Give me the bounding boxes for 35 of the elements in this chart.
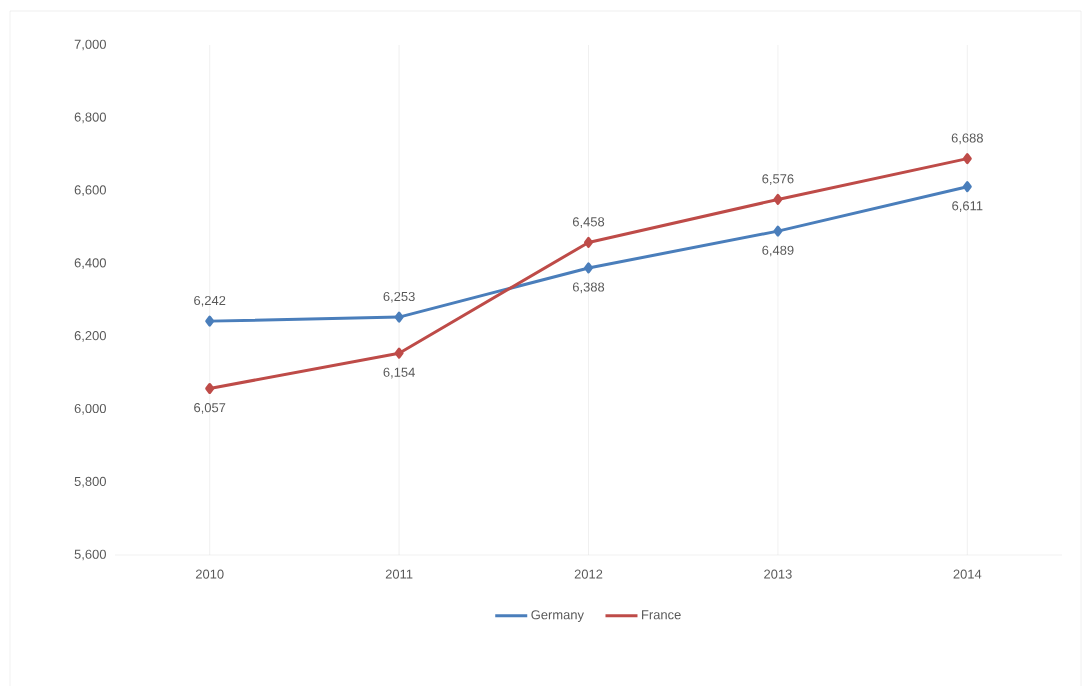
point bbox=[394, 347, 404, 359]
y-tick-label: 6,000 bbox=[74, 403, 106, 415]
data-label: 6,576 bbox=[762, 174, 794, 185]
data-label: 6,458 bbox=[572, 217, 605, 228]
data-label: 6,253 bbox=[383, 291, 415, 303]
x-tick-label: 2011 bbox=[385, 569, 413, 579]
x-tick-label: 2013 bbox=[764, 569, 792, 579]
y-tick-label: 6,200 bbox=[74, 331, 106, 342]
point bbox=[773, 193, 783, 205]
point bbox=[773, 225, 783, 237]
point bbox=[205, 383, 215, 395]
x-tick-label: 2010 bbox=[195, 569, 224, 579]
y-tick-label: 6,400 bbox=[74, 258, 106, 269]
y-tick-label: 6,800 bbox=[74, 112, 106, 124]
point bbox=[205, 315, 215, 327]
data-label: 6,388 bbox=[572, 282, 605, 294]
point bbox=[394, 311, 404, 323]
legend-label: France bbox=[642, 610, 681, 620]
y-tick-label: 7,000 bbox=[74, 39, 106, 51]
data-label: 6,611 bbox=[952, 201, 983, 212]
data-label: 6,057 bbox=[194, 403, 226, 414]
y-tick-label: 5,600 bbox=[74, 549, 106, 561]
point bbox=[962, 153, 972, 165]
x-tick-label: 2014 bbox=[953, 569, 982, 579]
data-label: 6,154 bbox=[383, 367, 415, 379]
legend-label: Germany bbox=[531, 610, 584, 622]
y-tick-label: 6,600 bbox=[74, 185, 106, 197]
point bbox=[584, 262, 593, 274]
y-tick-label: 5,800 bbox=[74, 476, 106, 488]
point bbox=[584, 236, 593, 248]
data-label: 6,489 bbox=[762, 245, 794, 257]
data-label: 6,688 bbox=[951, 133, 983, 145]
x-tick-label: 2012 bbox=[574, 569, 603, 579]
data-label: 6,242 bbox=[194, 295, 226, 307]
point bbox=[962, 181, 972, 193]
